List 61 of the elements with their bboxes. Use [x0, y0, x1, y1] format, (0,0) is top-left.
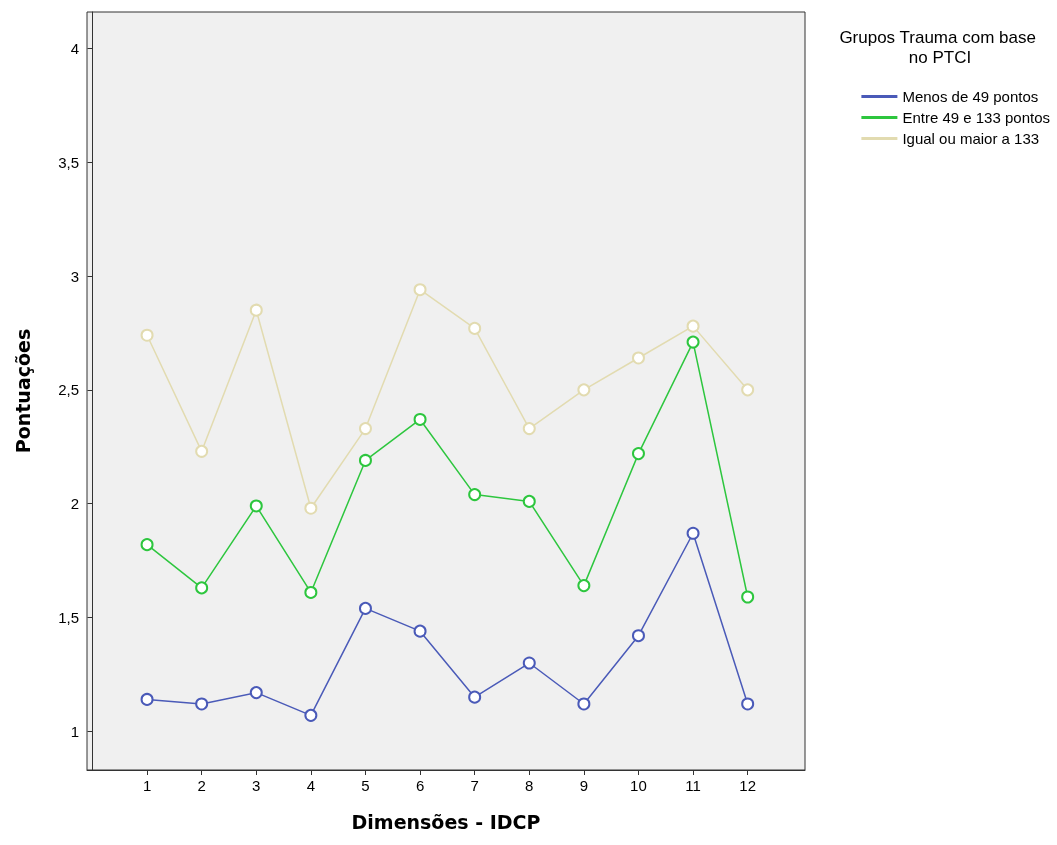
x-axis-title: Dimensões - IDCP: [351, 810, 541, 833]
y-axis-title: Pontuações: [11, 328, 34, 454]
point: [468, 488, 482, 502]
x-tick-label: 6: [415, 777, 425, 794]
point: [140, 538, 154, 552]
point: [195, 444, 209, 458]
x-tick-label: 9: [579, 777, 589, 794]
point: [577, 383, 591, 397]
point: [686, 335, 700, 349]
point: [522, 494, 536, 508]
x-tick-label: 8: [525, 777, 534, 794]
x-tick-label: 10: [630, 777, 647, 794]
point: [631, 351, 645, 365]
legend-label: Entre 49 e 133 pontos: [902, 109, 1051, 126]
point: [249, 303, 263, 317]
point: [577, 697, 591, 711]
point: [413, 412, 427, 426]
x-tick-label: 11: [685, 777, 701, 794]
point: [304, 708, 318, 722]
point: [468, 321, 482, 335]
point: [358, 601, 372, 615]
point: [522, 656, 536, 670]
point: [140, 692, 154, 706]
point: [468, 690, 482, 704]
point: [577, 579, 591, 593]
x-tick-label: 4: [306, 777, 316, 794]
point: [741, 590, 755, 604]
x-tick-label: 2: [197, 777, 206, 794]
point: [195, 697, 209, 711]
point: [304, 501, 318, 515]
point: [631, 629, 645, 643]
point: [249, 499, 263, 513]
point: [413, 624, 427, 638]
x-tick-label: 7: [470, 777, 479, 794]
legend-label: Menos de 49 pontos: [902, 88, 1039, 105]
point: [195, 581, 209, 595]
point: [631, 447, 645, 461]
point: [249, 686, 263, 700]
y-tick-label: 2,5: [58, 381, 79, 399]
y-tick-label: 3: [70, 267, 79, 285]
x-tick-label: 3: [252, 777, 261, 794]
point: [413, 283, 427, 297]
point: [358, 422, 372, 436]
legend-title: Grupos Trauma com base no PTCI: [839, 27, 1041, 67]
point: [741, 383, 755, 397]
y-tick-label: 1: [70, 722, 79, 740]
y-tick-label: 1,5: [58, 608, 79, 626]
point: [304, 585, 318, 599]
x-tick-label: 1: [142, 777, 152, 794]
y-tick-label: 3,5: [58, 153, 79, 171]
point: [140, 328, 154, 342]
point: [686, 526, 700, 540]
point: [686, 319, 700, 333]
point: [522, 422, 536, 436]
point: [358, 453, 372, 467]
point: [741, 697, 755, 711]
y-tick-label: 2: [70, 495, 79, 513]
x-tick-label: 5: [361, 777, 370, 794]
y-tick-label: 4: [70, 39, 79, 57]
x-tick-label: 12: [739, 777, 757, 794]
legend-label: Igual ou maior a 133: [902, 130, 1040, 147]
